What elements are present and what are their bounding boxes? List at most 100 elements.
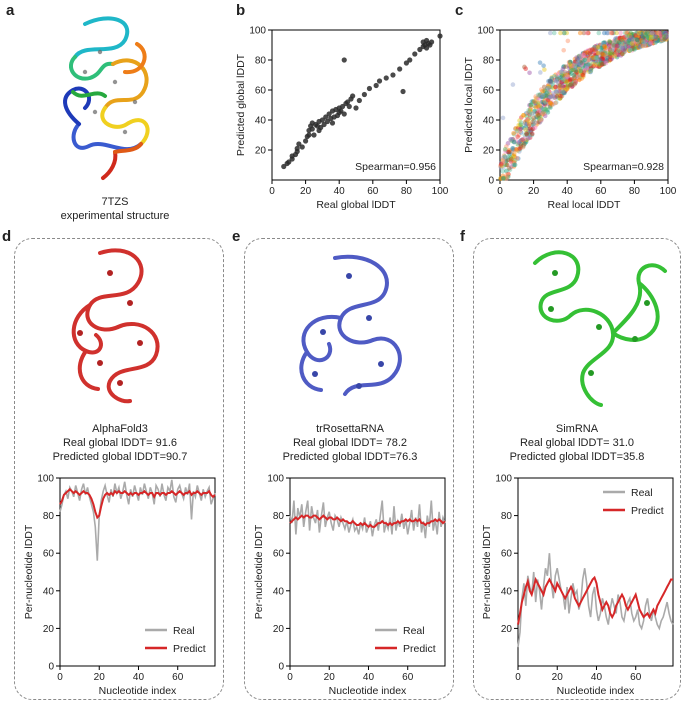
data-point (571, 67, 577, 73)
data-point (555, 75, 561, 81)
model-predicted-lddt: Predicted global lDDT=76.3 (282, 451, 418, 463)
data-point (612, 54, 618, 59)
data-point (518, 143, 524, 149)
data-point (539, 110, 545, 116)
data-point (559, 93, 565, 99)
data-point (617, 36, 622, 41)
data-point (599, 50, 605, 55)
data-point (537, 120, 543, 125)
data-point (663, 32, 668, 38)
plot-frame (499, 29, 669, 181)
data-point (517, 118, 522, 123)
data-point (541, 103, 547, 109)
data-point (580, 72, 585, 78)
data-point (630, 44, 635, 50)
data-point (533, 111, 538, 117)
data-point (648, 30, 653, 36)
data-point (508, 137, 513, 142)
data-point (326, 111, 332, 117)
data-point (634, 37, 640, 43)
data-point (648, 36, 654, 42)
data-point (629, 46, 634, 52)
data-point (639, 43, 644, 49)
data-point (649, 37, 655, 42)
data-point (547, 104, 553, 109)
data-point (607, 44, 612, 50)
legend-label: Predict (173, 643, 206, 655)
data-point (647, 31, 653, 36)
data-point (557, 77, 562, 82)
data-point (366, 85, 373, 92)
data-point (537, 93, 542, 98)
x-tick-label: 20 (300, 186, 312, 197)
data-point (565, 73, 571, 79)
data-point (609, 47, 615, 53)
data-point (611, 40, 617, 45)
data-point (580, 51, 586, 57)
data-point (612, 49, 618, 55)
data-point (554, 74, 560, 79)
data-point (580, 63, 586, 69)
data-point (514, 128, 520, 134)
data-point (535, 95, 540, 101)
data-point (546, 83, 552, 89)
data-point (574, 58, 580, 64)
data-point (642, 39, 648, 44)
data-point (567, 65, 572, 71)
data-point (618, 36, 623, 41)
data-point (649, 36, 654, 42)
data-point (580, 71, 586, 77)
data-point (561, 87, 567, 93)
data-point (631, 46, 636, 51)
data-point (545, 107, 550, 113)
data-point (514, 129, 520, 135)
data-point (536, 92, 541, 98)
data-point (542, 88, 547, 93)
data-point (655, 35, 660, 41)
data-point (539, 94, 544, 100)
data-point (655, 30, 661, 36)
data-point (524, 131, 529, 137)
data-point (642, 30, 648, 36)
data-point (530, 119, 535, 125)
data-point (610, 46, 616, 52)
data-point (563, 79, 569, 85)
data-point (617, 46, 623, 52)
data-point (505, 141, 511, 146)
data-point (577, 72, 582, 78)
data-point (548, 100, 553, 106)
data-point (627, 40, 633, 46)
data-point (553, 100, 559, 105)
data-point (626, 33, 631, 39)
data-point (641, 30, 647, 36)
data-point (509, 164, 514, 170)
data-point (571, 73, 577, 78)
data-point (501, 175, 506, 181)
data-point (610, 47, 615, 53)
data-point (547, 84, 552, 89)
data-point (588, 65, 594, 70)
data-point (634, 30, 639, 36)
data-point (646, 35, 651, 41)
data-point (588, 56, 593, 62)
data-point (614, 44, 620, 49)
data-point (510, 145, 516, 151)
data-point (529, 126, 535, 131)
data-point (571, 78, 576, 84)
data-point (658, 37, 664, 42)
spearman-annotation: Spearman=0.928 (583, 161, 664, 173)
data-point (622, 48, 627, 54)
data-point (557, 83, 563, 88)
data-point (653, 34, 659, 39)
data-point (557, 85, 563, 90)
data-point (353, 105, 359, 111)
data-point (625, 39, 630, 45)
data-point (614, 44, 620, 50)
data-point (618, 40, 624, 45)
data-point (577, 76, 582, 82)
data-point (609, 54, 615, 60)
data-point (661, 34, 667, 39)
data-point (643, 35, 649, 40)
data-point (619, 51, 625, 57)
data-point (615, 37, 621, 42)
